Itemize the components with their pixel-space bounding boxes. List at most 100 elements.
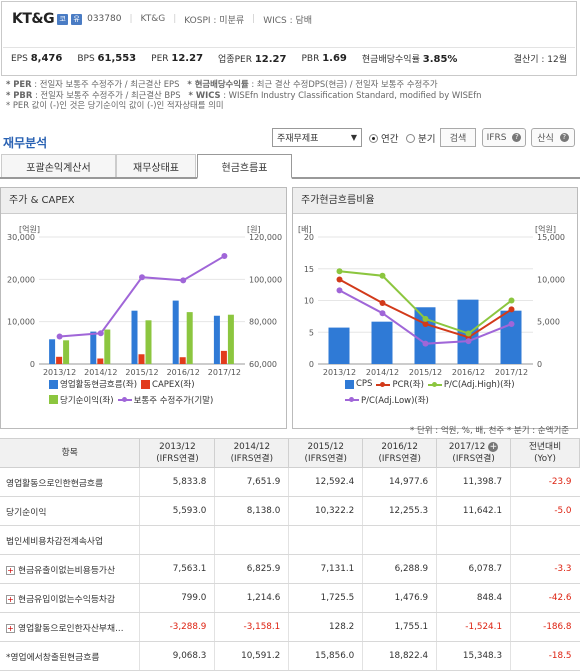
table-row: 법인세비용차감전계속사업: [0, 525, 580, 555]
line-point: [336, 268, 343, 275]
table-cell: -5.0: [510, 496, 580, 526]
table-cell: 128.2: [288, 612, 363, 642]
line-point: [422, 340, 429, 347]
table-cell: 12,255.3: [362, 496, 437, 526]
line-point: [508, 306, 515, 313]
line-point: [508, 320, 515, 327]
y-right-tick-label: 5,000: [537, 318, 560, 327]
bar: [179, 357, 186, 364]
bar: [49, 339, 56, 364]
chart-title: 주가 & CAPEX: [1, 188, 286, 214]
table-cell: 848.4: [436, 583, 511, 613]
price-capex-chart: 0 10,000 20,000 30,000 60,000 80,000 100,000 12…: [7, 224, 282, 377]
line-point: [465, 338, 472, 345]
line-point: [422, 315, 429, 322]
legend-swatch: [49, 379, 58, 389]
table-cell: 7,651.9: [214, 467, 289, 497]
table-cell: 6,078.7: [436, 554, 511, 584]
column-header: 2016/12 (IFRS연결): [362, 438, 438, 468]
table-cell: [288, 525, 363, 555]
pbr-metric: PBR 1.69: [301, 53, 347, 64]
industry-per-metric: 업종PER 12.27: [218, 54, 287, 65]
table-cell: 14,977.6: [362, 467, 437, 497]
legend-item: CPS: [345, 379, 372, 389]
chart-panel-pcr: 주가현금흐름비율 0 5 10 15 20 0 5,000 10,000 15,000 [배] [억…: [292, 187, 578, 429]
divider: |: [129, 14, 133, 24]
y-right-tick-label: 60,000: [249, 360, 277, 369]
bar: [213, 315, 220, 364]
section-title: 재무분석: [3, 136, 48, 150]
chart-panel-price-capex: 주가 & CAPEX 0 10,000 20,000 30,000 60,000 80,0…: [0, 187, 287, 429]
radio-checked-icon: [369, 133, 378, 143]
y-left-axis-label: [배]: [298, 225, 312, 234]
table-row: *영업에서창출된현금흐름 9,068.3 10,591.2 15,856.0 18,82…: [0, 641, 580, 671]
common-stock-badge-icon[interactable]: 유: [71, 13, 83, 25]
quarter-radio[interactable]: 분기: [406, 131, 435, 145]
y-left-tick-label: 0: [30, 360, 35, 369]
formula-button[interactable]: 산식 ?: [531, 128, 575, 147]
table-cell: 11,642.1: [436, 496, 511, 526]
annual-radio[interactable]: 연간: [369, 131, 398, 145]
add-column-icon[interactable]: +: [488, 442, 499, 452]
tab-income-statement[interactable]: 포괄손익계산서: [1, 154, 116, 177]
line-point: [336, 276, 343, 283]
x-tick-label: 2016/12: [167, 368, 200, 377]
table-row: + 현금유출이없는비용등가산 7,563.1 6,825.9 7,131.1 6,288.…: [0, 554, 580, 584]
table-cell: 799.0: [139, 583, 215, 613]
eps-metric: EPS 8,476: [11, 53, 63, 64]
search-button[interactable]: 검색: [440, 128, 476, 147]
bar: [414, 307, 436, 364]
note-line: * PER : 전일자 보통주 수정주가 / 최근결산 EPS * 현금배당수익…: [6, 79, 438, 89]
table-cell: 11,398.7: [436, 467, 511, 497]
x-tick-label: 2016/12: [452, 368, 485, 377]
ifrs-button[interactable]: IFRS ?: [482, 128, 526, 147]
line-point: [508, 297, 515, 304]
x-tick-label: 2015/12: [409, 368, 442, 377]
y-right-tick-label: 0: [537, 360, 542, 369]
expand-plus-icon[interactable]: +: [6, 594, 15, 604]
line-point: [379, 272, 386, 279]
table-cell: 6,288.9: [362, 554, 437, 584]
y-right-tick-label: 15,000: [537, 233, 565, 242]
y-left-tick-label: 15: [304, 265, 314, 274]
company-header: KT&G 코 유 033780 | KT&G | KOSPI : 미분류 | W…: [1, 1, 577, 76]
table-cell: 15,856.0: [288, 641, 363, 671]
table-cell: 1,214.6: [214, 583, 289, 613]
tab-cash-flow[interactable]: 현금흐름표: [197, 154, 292, 179]
y-right-axis-label: [억원]: [535, 224, 556, 234]
expand-plus-icon[interactable]: +: [6, 623, 15, 633]
bar: [227, 314, 234, 364]
chart-title: 주가현금흐름비율: [293, 188, 577, 214]
bar: [138, 354, 145, 364]
row-label[interactable]: + 현금유출이없는비용등가산: [0, 554, 140, 584]
kospi-badge-icon[interactable]: 코: [57, 13, 69, 25]
column-header: 2014/12 (IFRS연결): [214, 438, 290, 468]
table-cell: [139, 525, 215, 555]
line-point: [56, 333, 63, 340]
statement-select[interactable]: 주재무제표 ▼: [272, 128, 362, 147]
divider: |: [252, 14, 256, 24]
table-cell: -3,158.1: [214, 612, 289, 642]
table-cell: -3.3: [510, 554, 580, 584]
table-cell: 5,833.8: [139, 467, 215, 497]
row-label[interactable]: + 현금유입이없는수익등차감: [0, 583, 140, 613]
chart-legend: 영업활동현금흐름(좌) CAPEX(좌) 당기순이익(좌) 보통주 수정주가(기말): [49, 378, 217, 407]
row-label: *영업에서창출된현금흐름: [0, 641, 140, 671]
bar: [56, 356, 63, 364]
tab-balance-sheet[interactable]: 재무상태표: [116, 154, 196, 177]
column-header: 전년대비 (YoY): [510, 438, 580, 468]
question-icon: ?: [559, 133, 569, 142]
per-metric: PER 12.27: [151, 53, 204, 64]
legend-item: PCR(좌): [376, 378, 424, 390]
x-tick-label: 2013/12: [43, 368, 76, 377]
dividend-yield-metric: 현금배당수익률 3.85%: [361, 54, 458, 65]
y-right-tick-label: 10,000: [537, 275, 565, 284]
bar: [97, 358, 104, 364]
expand-plus-icon[interactable]: +: [6, 565, 15, 575]
table-cell: 10,322.2: [288, 496, 363, 526]
table-cell: -186.8: [510, 612, 580, 642]
bar: [145, 320, 152, 364]
line-point: [97, 330, 104, 337]
row-label[interactable]: + 영업활동으로인한자산부채...: [0, 612, 140, 642]
chevron-down-icon: ▼: [350, 133, 357, 142]
